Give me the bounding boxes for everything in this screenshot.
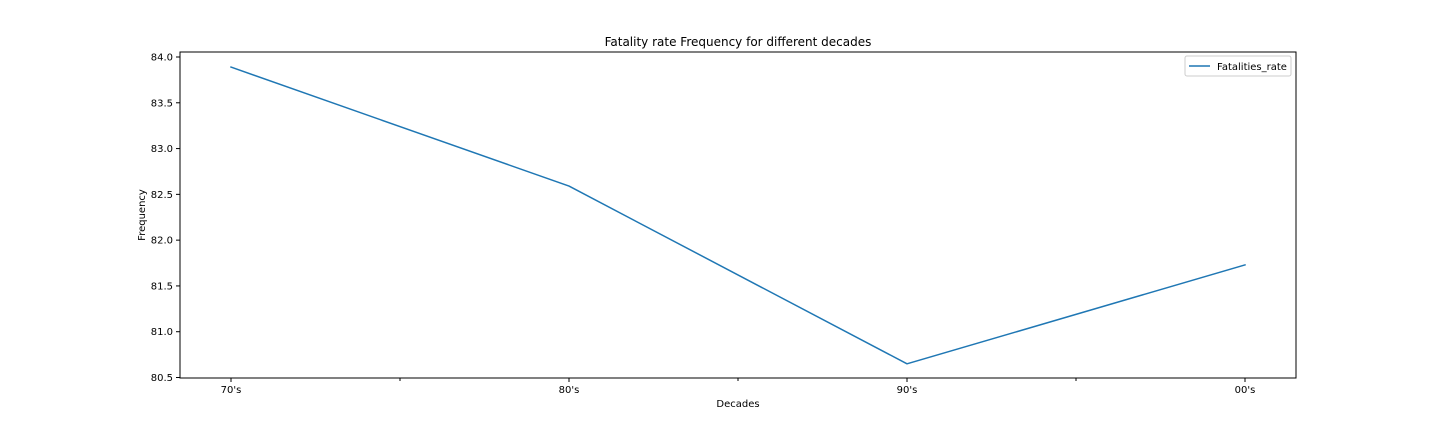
x-tick-label: 00's [1235,385,1256,396]
x-tick-label: 70's [221,385,242,396]
legend-box [1184,55,1292,77]
x-tick-label: 90's [897,385,918,396]
x-axis: 70's 80's 90's 00's [221,378,1256,396]
series-line [230,66,1246,365]
y-axis: 80.5 81.0 81.5 82.0 82.5 83.0 83.5 84.0 [151,53,180,384]
legend: Fatalities_rate [1184,55,1292,77]
y-tick-label: 81.0 [151,327,173,338]
chart-title: Fatality rate Frequency for different de… [605,35,872,49]
y-tick-label: 80.5 [151,373,173,384]
y-tick-label: 84.0 [151,53,173,64]
y-tick-label: 83.5 [151,98,173,109]
legend-label: Fatalities_rate [1217,62,1287,73]
y-tick-label: 82.5 [151,190,173,201]
y-tick-label: 82.0 [151,236,173,247]
x-tick-label: 80's [559,385,580,396]
plot-area [179,51,1297,379]
y-tick-label: 81.5 [151,281,173,292]
x-axis-label: Decades [716,399,759,410]
y-axis-label: Frequency [137,189,148,241]
y-tick-label: 83.0 [151,144,173,155]
series-layer [230,66,1246,365]
plot-frame [179,51,1297,379]
